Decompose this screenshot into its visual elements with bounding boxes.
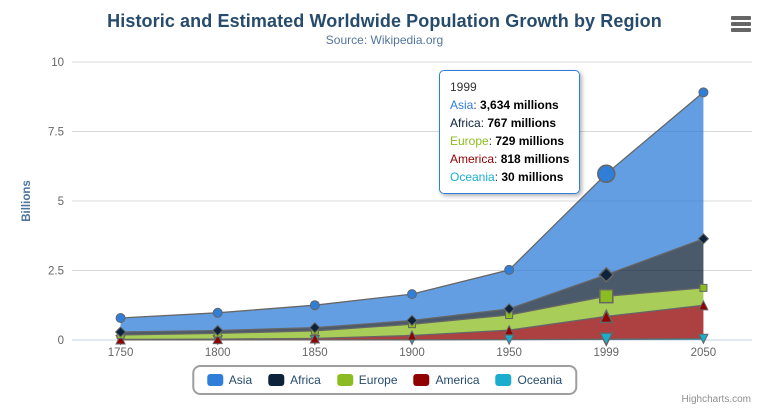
point-america-1750[interactable] <box>115 333 126 345</box>
tooltip-row-oceania: Oceania: 30 millions <box>450 170 564 184</box>
point-oceania-1999[interactable] <box>599 332 614 347</box>
point-africa-1750[interactable] <box>114 326 127 338</box>
legend-item-asia[interactable]: Asia <box>206 373 253 387</box>
point-america-1900[interactable] <box>406 329 418 341</box>
tooltip-row-europe: Europe: 729 millions <box>450 134 565 148</box>
legend-item-america[interactable]: America <box>413 373 480 387</box>
legend-label: Oceania <box>517 373 563 387</box>
x-axis-tick-label: 1850 <box>302 347 328 359</box>
tooltip-header: 1999 <box>450 80 477 94</box>
legend-swatch-oceania <box>495 374 512 386</box>
x-axis-tick-label: 2050 <box>691 347 717 359</box>
point-europe-1999[interactable] <box>599 288 614 304</box>
area-america[interactable] <box>120 305 704 340</box>
legend-item-africa[interactable]: Africa <box>268 373 321 387</box>
point-africa-1900[interactable] <box>406 314 418 327</box>
chart-subtitle: Source: Wikipedia.org <box>325 33 444 47</box>
legend-swatch-asia <box>206 374 223 386</box>
point-asia-1850[interactable] <box>309 300 320 311</box>
export-menu-button[interactable] <box>731 14 755 34</box>
legend-swatch-africa <box>268 374 285 386</box>
tooltip: 1999 Asia: 3,634 millions Africa: 767 mil… <box>439 70 581 194</box>
y-axis-tick-label: 5 <box>58 196 64 208</box>
point-asia-1900[interactable] <box>407 289 417 300</box>
legend: Asia Africa Europe America Oceania <box>191 365 578 395</box>
x-axis-tick-label: 1999 <box>593 347 619 359</box>
point-africa-1850[interactable] <box>309 321 321 334</box>
y-axis-title: Billions <box>21 180 33 222</box>
point-asia-2050[interactable] <box>698 87 709 98</box>
legend-item-europe[interactable]: Europe <box>336 373 398 387</box>
area-asia[interactable] <box>120 92 704 332</box>
point-asia-1800[interactable] <box>212 307 223 318</box>
x-axis-tick-label: 1750 <box>108 347 134 359</box>
legend-label: Asia <box>228 373 253 387</box>
point-africa-2050[interactable] <box>697 233 710 245</box>
point-africa-1999[interactable] <box>598 266 615 283</box>
x-axis-tick-label: 1800 <box>205 347 231 359</box>
legend-label: Europe <box>358 373 398 387</box>
point-america-1999[interactable] <box>599 308 614 324</box>
point-europe-2050[interactable] <box>699 283 708 292</box>
hamburger-menu-icon <box>731 16 751 20</box>
point-asia-1950[interactable] <box>504 264 515 275</box>
point-america-2050[interactable] <box>698 299 709 311</box>
y-axis-tick-label: 7.5 <box>48 127 64 139</box>
legend-item-oceania[interactable]: Oceania <box>495 373 563 387</box>
x-axis-tick-label: 1900 <box>399 347 425 359</box>
point-america-1850[interactable] <box>309 332 321 344</box>
legend-label: America <box>435 373 480 387</box>
legend-label: Africa <box>290 373 321 387</box>
x-axis-tick-label: 1950 <box>496 347 522 359</box>
chart-title: Historic and Estimated Worldwide Populat… <box>107 11 662 31</box>
tooltip-row-america: America: 818 millions <box>450 152 570 166</box>
point-oceania-2050[interactable] <box>698 333 709 345</box>
area-africa[interactable] <box>120 238 704 335</box>
point-africa-1950[interactable] <box>503 303 515 315</box>
legend-swatch-america <box>413 374 430 386</box>
y-axis-tick-label: 2.5 <box>48 266 64 278</box>
tooltip-row-asia: Asia: 3,634 millions <box>450 98 559 112</box>
point-america-1800[interactable] <box>212 333 224 345</box>
y-axis-tick-label: 0 <box>58 335 64 347</box>
highcharts-credits-link[interactable]: Highcharts.com <box>681 394 751 405</box>
y-axis-tick-label: 10 <box>51 57 64 69</box>
point-america-1950[interactable] <box>503 324 515 336</box>
point-asia-1750[interactable] <box>115 313 126 324</box>
point-asia-1999[interactable] <box>597 164 616 184</box>
tooltip-row-africa: Africa: 767 millions <box>450 116 557 130</box>
point-africa-1800[interactable] <box>212 324 224 337</box>
legend-swatch-europe <box>336 374 353 386</box>
